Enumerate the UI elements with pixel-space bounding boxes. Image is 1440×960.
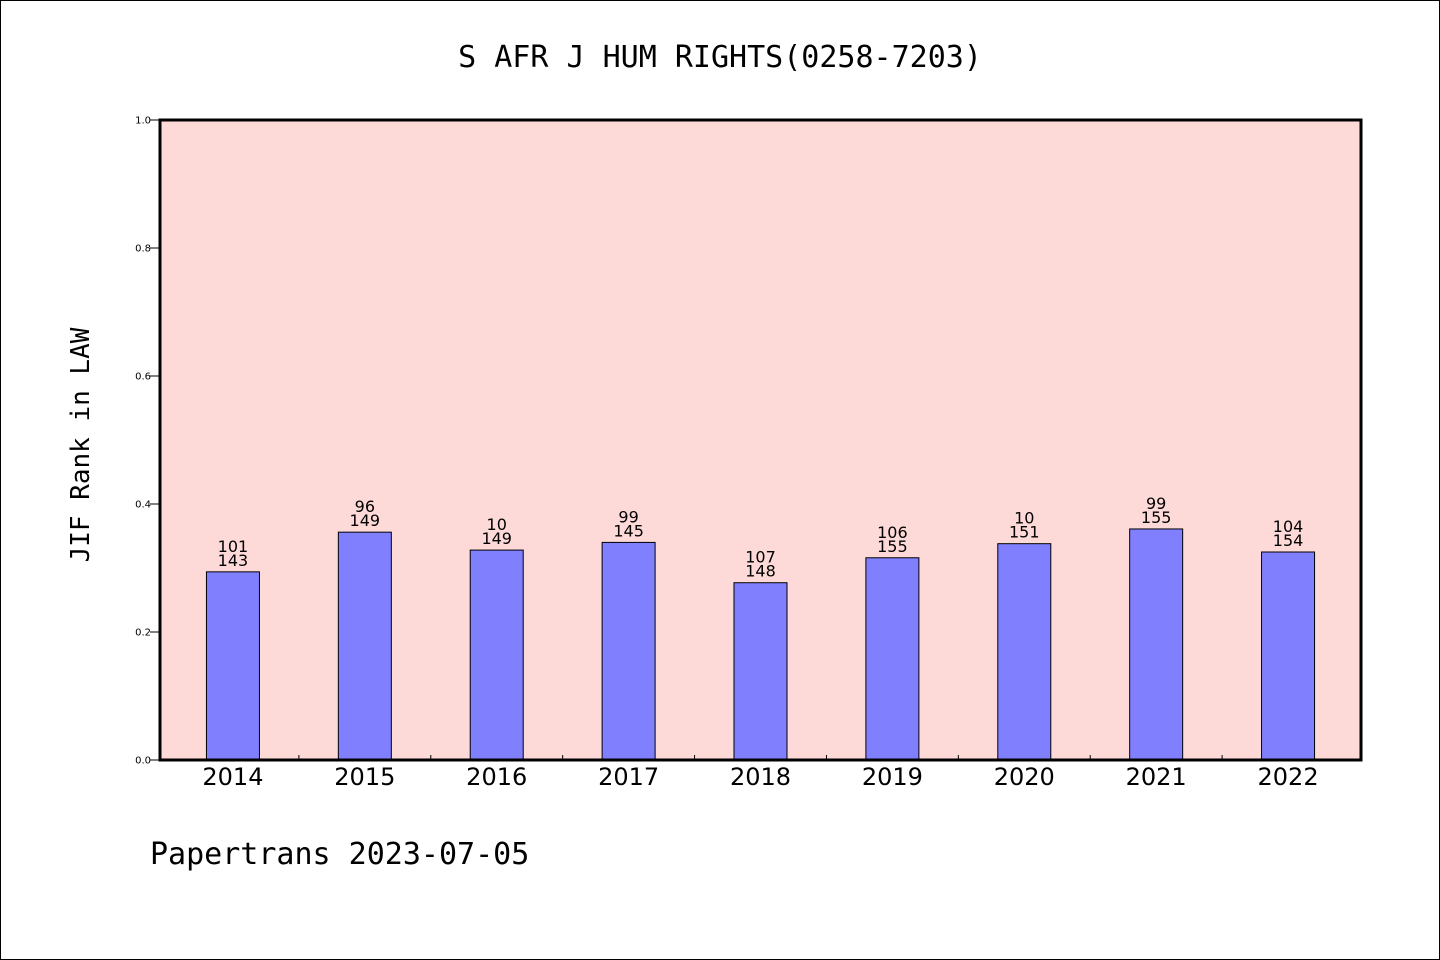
bar-2014 <box>205 571 260 761</box>
x-tick-label-2018: 2018 <box>730 763 791 791</box>
x-tick-label-2020: 2020 <box>994 763 1055 791</box>
bar-label-top-2021: 99 <box>1146 494 1166 513</box>
y-axis-ticks: 0.0 0.2 0.4 0.6 0.8 1.0 <box>135 116 160 767</box>
bar-label-top-2020: 10 <box>1014 509 1034 528</box>
plot-border <box>158 118 1363 762</box>
x-tick-label-2017: 2017 <box>598 763 659 791</box>
x-tick-label-2022: 2022 <box>1258 763 1319 791</box>
bar-label-top-2017: 99 <box>618 507 638 526</box>
x-tick-label-2016: 2016 <box>466 763 527 791</box>
bar-label-top-2018: 107 <box>745 548 776 567</box>
bar-label-top-2022: 104 <box>1273 517 1304 536</box>
bars-layer <box>205 528 1316 761</box>
bar-2015 <box>337 531 392 761</box>
x-axis-ticks: 2014 2015 2016 2017 2018 2019 2020 2021 2022 <box>202 755 1319 791</box>
bar-label-bottom-2016: 149 <box>481 529 512 548</box>
bar-2022 <box>1261 551 1316 761</box>
bar-label-bottom-2017: 145 <box>613 521 644 540</box>
bar-label-top-2015: 96 <box>355 497 375 516</box>
x-tick-label-2019: 2019 <box>862 763 923 791</box>
y-tick-label: 0.0 <box>135 756 151 767</box>
x-tick-label-2021: 2021 <box>1126 763 1187 791</box>
chart-title: S AFR J HUM RIGHTS(0258-7203) <box>458 40 982 75</box>
y-tick-label: 0.6 <box>135 372 151 383</box>
x-tick-label-2014: 2014 <box>202 763 263 791</box>
bar-label-bottom-2015: 149 <box>350 511 381 530</box>
bar-2021 <box>1129 528 1184 761</box>
footer-watermark: Papertrans 2023-07-05 <box>150 837 529 872</box>
bar-2018 <box>733 582 788 761</box>
y-tick-label: 0.2 <box>135 628 151 639</box>
bar-label-bottom-2018: 148 <box>745 562 776 581</box>
bar-2020 <box>997 543 1052 761</box>
bar-label-bottom-2021: 155 <box>1141 508 1172 527</box>
y-tick-label: 0.8 <box>135 244 151 255</box>
bar-2016 <box>469 549 524 761</box>
y-axis-label: JIF Rank in LAW <box>66 327 96 562</box>
bar-label-bottom-2014: 143 <box>218 551 249 570</box>
bar-2019 <box>865 557 920 761</box>
bar-label-top-2014: 101 <box>218 537 249 556</box>
bar-2017 <box>601 541 656 761</box>
bar-label-bottom-2019: 155 <box>877 537 908 556</box>
bar-label-top-2019: 106 <box>877 523 908 542</box>
y-tick-label: 0.4 <box>135 500 151 511</box>
x-tick-label-2015: 2015 <box>334 763 395 791</box>
bar-label-bottom-2020: 151 <box>1009 523 1040 542</box>
bar-label-top-2016: 10 <box>487 515 507 534</box>
bar-label-bottom-2022: 154 <box>1273 531 1304 550</box>
y-tick-label: 1.0 <box>135 116 151 127</box>
